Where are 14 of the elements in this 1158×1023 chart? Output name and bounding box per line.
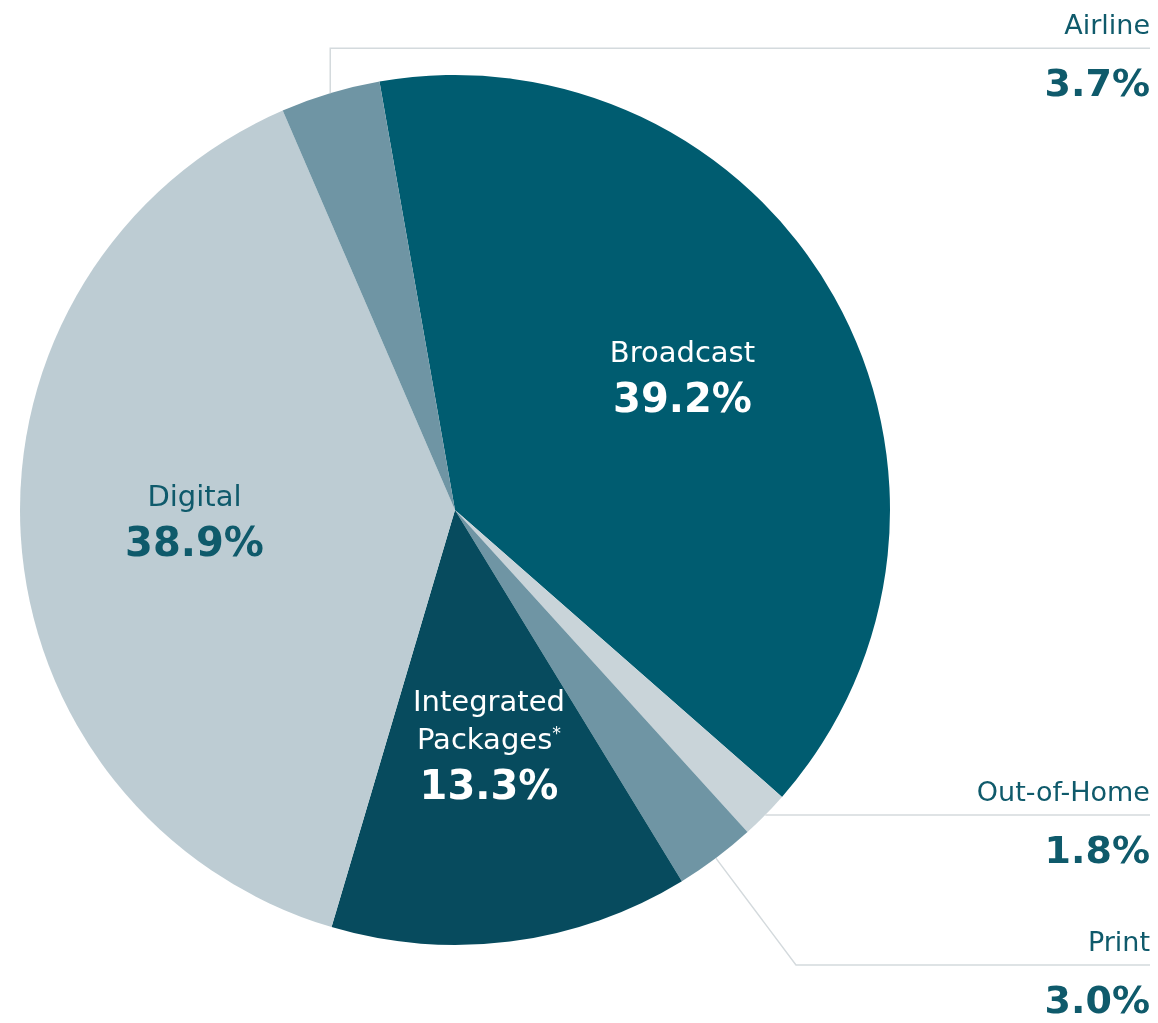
slice-label: Broadcast <box>609 335 756 369</box>
slice-label: Out-of-Home <box>976 775 1150 807</box>
slice-label: Airline <box>1064 9 1150 41</box>
slice-label: Integrated Packages$^{*}$ <box>413 683 565 756</box>
slice-label: Digital <box>147 478 242 513</box>
pie-slice <box>331 510 682 945</box>
pie-slice <box>282 81 455 510</box>
slice-label: Print <box>1087 925 1150 957</box>
data-label: 1.8% <box>1044 827 1150 872</box>
data-label: 38.9% <box>125 518 264 565</box>
data-label: 3.0% <box>1044 977 1150 1022</box>
data-label: 3.7% <box>1044 61 1150 106</box>
data-label: 13.3% <box>419 761 559 808</box>
data-label: 39.2% <box>613 375 752 421</box>
